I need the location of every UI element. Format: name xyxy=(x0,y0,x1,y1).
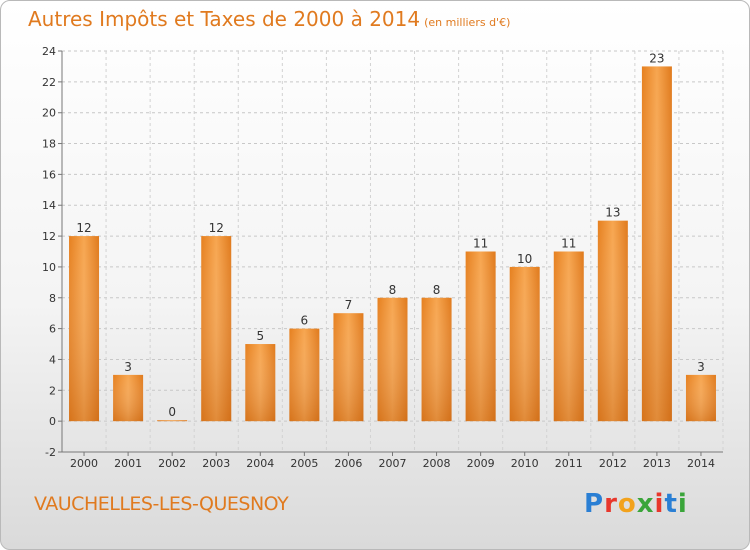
x-tick-label: 2009 xyxy=(467,457,495,470)
y-tick-label: 18 xyxy=(42,138,56,151)
city-name: VAUCHELLES-LES-QUESNOY xyxy=(34,493,289,515)
data-label: 8 xyxy=(389,283,397,297)
bar-shade xyxy=(509,266,540,422)
data-label: 6 xyxy=(301,314,309,328)
logo-letter: P xyxy=(584,489,605,519)
x-tick-label: 2014 xyxy=(687,457,715,470)
data-label: 12 xyxy=(76,221,91,235)
y-tick-label: 8 xyxy=(49,292,56,305)
logo-letter: i xyxy=(677,489,688,519)
data-label: 13 xyxy=(605,206,620,220)
bar-shade xyxy=(685,374,716,422)
x-tick-label: 2004 xyxy=(246,457,274,470)
bar-shade xyxy=(421,297,452,422)
data-label: 12 xyxy=(209,221,224,235)
chart-title-text: Autres Impôts et Taxes de 2000 à 2014 xyxy=(28,7,421,31)
chart-title: Autres Impôts et Taxes de 2000 à 2014 (en… xyxy=(28,7,510,31)
data-label: 5 xyxy=(256,329,264,343)
data-label: 0 xyxy=(168,405,176,419)
data-label: 23 xyxy=(649,51,664,65)
x-tick-label: 2002 xyxy=(158,457,186,470)
y-tick-label: 6 xyxy=(49,323,56,336)
logo-letter: i xyxy=(654,489,665,519)
data-label: 3 xyxy=(697,360,705,374)
y-tick-label: 10 xyxy=(42,261,56,274)
y-tick-label: 20 xyxy=(42,107,56,120)
data-label: 3 xyxy=(124,360,132,374)
x-tick-label: 2005 xyxy=(290,457,318,470)
x-tick-label: 2013 xyxy=(643,457,671,470)
x-tick-label: 2011 xyxy=(555,457,583,470)
bar-shade xyxy=(201,236,232,422)
bar-shade xyxy=(597,220,628,422)
y-tick-label: 24 xyxy=(42,45,56,58)
bar-shade xyxy=(113,374,144,422)
bar-shade xyxy=(465,251,496,422)
bar-shade xyxy=(641,66,672,422)
bar-shade xyxy=(553,251,584,422)
y-tick-label: 0 xyxy=(49,415,56,428)
bar-shade xyxy=(289,328,320,422)
y-tick-label: 4 xyxy=(49,353,56,366)
y-tick-label: 2 xyxy=(49,384,56,397)
y-tick-label: 16 xyxy=(42,168,56,181)
logo-letter: o xyxy=(617,489,637,519)
logo-letter: t xyxy=(664,489,678,519)
y-tick-label: 22 xyxy=(42,76,56,89)
x-tick-label: 2007 xyxy=(379,457,407,470)
x-tick-label: 2010 xyxy=(511,457,539,470)
bar-shade xyxy=(377,297,408,422)
logo-letter: x xyxy=(636,489,655,519)
data-label: 8 xyxy=(433,283,441,297)
x-tick-label: 2012 xyxy=(599,457,627,470)
proxiti-logo: Proxiti xyxy=(584,489,688,519)
bar-shade xyxy=(157,420,188,422)
data-label: 11 xyxy=(561,237,576,251)
x-tick-label: 2006 xyxy=(334,457,362,470)
y-tick-label: 14 xyxy=(42,199,56,212)
bar-shade xyxy=(333,313,364,422)
logo-letter: r xyxy=(604,489,618,519)
chart-subtitle: (en milliers d'€) xyxy=(424,16,511,29)
data-label: 7 xyxy=(345,298,353,312)
data-label: 11 xyxy=(473,237,488,251)
x-tick-label: 2008 xyxy=(423,457,451,470)
y-tick-label: -2 xyxy=(45,446,56,459)
x-tick-label: 2003 xyxy=(202,457,230,470)
y-tick-label: 12 xyxy=(42,230,56,243)
x-tick-label: 2000 xyxy=(70,457,98,470)
bar-shade xyxy=(245,344,276,422)
data-label: 10 xyxy=(517,252,532,266)
bar-shade xyxy=(69,236,100,422)
x-tick-label: 2001 xyxy=(114,457,142,470)
